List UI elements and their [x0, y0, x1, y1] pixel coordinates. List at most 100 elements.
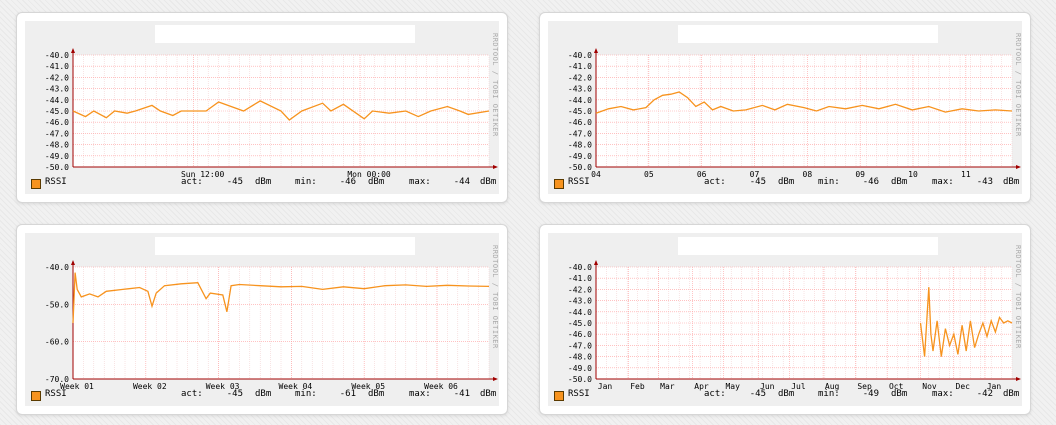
y-tick-label: -49.0 [568, 152, 592, 161]
rssi-series-line [72, 100, 490, 121]
y-tick-label: -49.0 [568, 364, 592, 373]
x-axis-arrow [493, 377, 498, 381]
rrdtool-watermark: RRDTOOL / TOBI OETIKER [491, 33, 499, 137]
x-tick-label: 07 [750, 170, 760, 179]
legend-label: RSSI [568, 389, 590, 399]
rssi-series-line [72, 272, 490, 324]
x-tick-label: Sep [857, 382, 872, 391]
y-tick-label: -41.0 [568, 62, 592, 71]
legend-swatch [554, 391, 564, 401]
legend-label: RSSI [45, 177, 67, 187]
x-tick-label: 06 [697, 170, 707, 179]
x-axis-arrow [493, 165, 498, 169]
x-tick-label: Week 04 [279, 382, 313, 391]
rrdtool-watermark: RRDTOOL / TOBI OETIKER [1014, 33, 1022, 137]
min-label: min: [295, 177, 317, 187]
rrdtool-watermark: RRDTOOL / TOBI OETIKER [1014, 245, 1022, 349]
y-tick-label: -50.0 [568, 375, 592, 384]
rssi-chart: -40.0 -41.0 -42.0 -43.0 -44.0 -45.0 -46.0 -47.0… [45, 48, 498, 179]
rssi-graph: -40.0 -41.0 -42.0 -43.0 -44.0 -45.0 -46.0 -47.0… [548, 233, 1022, 406]
max-value: -44 [453, 177, 470, 187]
x-tick-label: Oct [889, 382, 904, 391]
x-tick-label: Aug [825, 382, 840, 391]
min-value: -46 [862, 177, 879, 187]
y-tick-label: -42.0 [568, 73, 592, 82]
y-tick-label: -47.0 [568, 341, 592, 350]
rssi-graph: -40.0 -41.0 -42.0 -43.0 -44.0 -45.0 -46.0 -47.0… [548, 21, 1022, 194]
x-axis-arrow [1016, 165, 1021, 169]
y-tick-label: -70.0 [45, 375, 69, 384]
y-tick-label: -48.0 [45, 141, 69, 150]
y-tick-label: -48.0 [568, 353, 592, 362]
y-tick-label: -43.0 [568, 85, 592, 94]
rssi-chart: -40.0 -41.0 -42.0 -43.0 -44.0 -45.0 -46.0 -47.0… [568, 260, 1021, 391]
y-tick-label: -40.0 [45, 263, 69, 272]
legend-swatch [31, 179, 41, 189]
min-value: -61 [339, 389, 356, 399]
y-tick-label: -47.0 [45, 129, 69, 138]
y-tick-label: -46.0 [45, 118, 69, 127]
y-tick-label: -41.0 [568, 274, 592, 283]
chart-title-placeholder [678, 25, 938, 43]
legend-swatch [554, 179, 564, 189]
max-label: max: [932, 177, 954, 187]
y-axis-arrow [71, 260, 75, 265]
y-tick-label: -47.0 [568, 129, 592, 138]
x-tick-label: 08 [803, 170, 813, 179]
min-unit: dBm [368, 177, 385, 187]
min-label: min: [818, 177, 840, 187]
y-tick-label: -49.0 [45, 152, 69, 161]
min-label: min: [295, 389, 317, 399]
x-tick-label: Mon 00:00 [347, 170, 391, 179]
act-unit: dBm [255, 389, 272, 399]
y-tick-label: -44.0 [568, 308, 592, 317]
act-value: -45 [226, 389, 243, 399]
min-unit: dBm [891, 177, 908, 187]
max-label: max: [932, 389, 954, 399]
x-tick-label: Jan [987, 382, 1002, 391]
y-axis-arrow [71, 48, 75, 53]
graph-card-2: -40.0 -41.0 -42.0 -43.0 -44.0 -45.0 -46.0 -47.0… [539, 12, 1031, 203]
y-tick-label: -45.0 [568, 319, 592, 328]
y-axis-arrow [594, 260, 598, 265]
x-tick-label: Week 02 [133, 382, 167, 391]
legend-label: RSSI [45, 389, 67, 399]
rrdtool-watermark: RRDTOOL / TOBI OETIKER [491, 245, 499, 349]
y-tick-label: -50.0 [45, 300, 69, 309]
chart-title-placeholder [678, 237, 938, 255]
min-unit: dBm [368, 389, 385, 399]
max-unit: dBm [480, 389, 497, 399]
y-tick-label: -44.0 [45, 96, 69, 105]
min-unit: dBm [891, 389, 908, 399]
act-label: act: [181, 177, 203, 187]
x-axis-arrow [1016, 377, 1021, 381]
act-label: act: [704, 389, 726, 399]
max-unit: dBm [1003, 389, 1020, 399]
x-tick-label: Apr [694, 382, 709, 391]
y-tick-label: -45.0 [568, 107, 592, 116]
max-unit: dBm [1003, 177, 1020, 187]
x-tick-label: Nov [922, 382, 937, 391]
rssi-chart: -40.0 -41.0 -42.0 -43.0 -44.0 -45.0 -46.0 -47.0… [568, 48, 1021, 179]
rssi-series-line [919, 287, 1013, 357]
x-tick-label: 11 [961, 170, 971, 179]
act-value: -45 [749, 177, 766, 187]
y-tick-label: -40.0 [45, 51, 69, 60]
graph-card-4: -40.0 -41.0 -42.0 -43.0 -44.0 -45.0 -46.0 -47.0… [539, 224, 1031, 415]
chart-title-placeholder [155, 237, 415, 255]
y-tick-label: -43.0 [568, 297, 592, 306]
max-value: -43 [976, 177, 993, 187]
y-tick-label: -48.0 [568, 141, 592, 150]
x-tick-label: Week 06 [424, 382, 458, 391]
y-tick-label: -50.0 [45, 163, 69, 172]
act-unit: dBm [778, 177, 795, 187]
y-tick-label: -41.0 [45, 62, 69, 71]
act-value: -45 [749, 389, 766, 399]
act-label: act: [181, 389, 203, 399]
y-tick-label: -46.0 [568, 330, 592, 339]
y-tick-label: -43.0 [45, 85, 69, 94]
x-tick-label: Jan [598, 382, 613, 391]
act-unit: dBm [778, 389, 795, 399]
min-value: -46 [339, 177, 356, 187]
act-label: act: [704, 177, 726, 187]
